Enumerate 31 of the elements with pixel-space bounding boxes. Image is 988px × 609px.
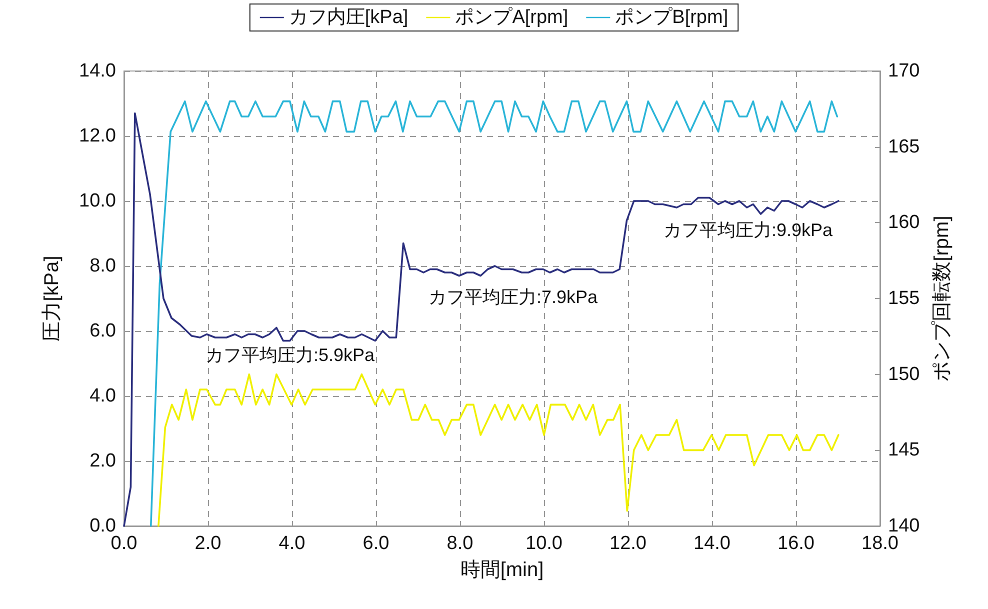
legend-label: カフ内圧[kPa] [288,7,408,28]
x-tick-label: 2.0 [194,533,222,554]
y2-axis-title: ポンプ回転数[rpm] [931,216,953,382]
legend-label: ポンプA[rpm] [455,7,568,28]
x-tick-label: 10.0 [526,533,562,554]
x-axis-title: 時間[min] [460,559,544,581]
y-tick-label: 12.0 [79,126,116,146]
y2-tick-label: 165 [888,136,920,158]
annotation: カフ平均圧力:7.9kPa [428,287,599,307]
y-tick-label: 4.0 [90,386,116,406]
y2-tick-label: 160 [888,212,920,234]
x-tick-label: 14.0 [694,533,730,554]
y-tick-label: 10.0 [79,190,116,212]
x-tick-label: 16.0 [778,533,814,554]
annotation: カフ平均圧力:5.9kPa [205,345,376,365]
y2-tick-label: 145 [888,440,920,461]
y2-tick-label: 170 [888,60,920,82]
y-tick-label: 14.0 [79,60,116,82]
line-series [158,373,840,527]
x-tick-label: 8.0 [446,533,474,554]
x-tick-label: 6.0 [362,533,390,554]
y-tick-label: 6.0 [90,320,116,342]
y2-tick-label: 150 [888,364,920,385]
y-axis-title: 圧力[kPa] [41,256,63,342]
y2-tick-label: 155 [888,288,920,309]
x-tick-label: 12.0 [610,533,646,554]
x-tick-label: 4.0 [278,533,306,554]
annotation: カフ平均圧力:9.9kPa [663,220,834,240]
y-tick-label: 8.0 [90,256,116,276]
legend-label: ポンプB[rpm] [615,7,728,28]
y-tick-label: 2.0 [90,450,116,472]
